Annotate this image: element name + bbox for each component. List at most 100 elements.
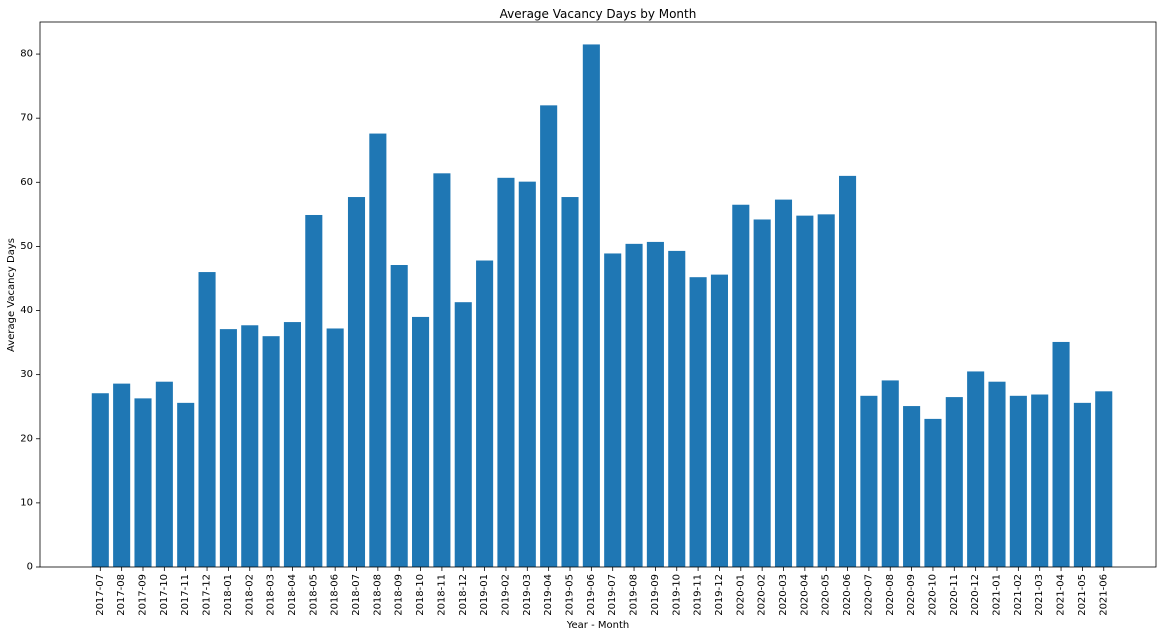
- bar-2018-01: [219, 329, 237, 567]
- bar-2019-09: [646, 241, 664, 568]
- y-tick-label: 60: [20, 177, 33, 188]
- x-tick-label: 2019-02: [500, 574, 511, 616]
- x-tick-label: 2018-12: [458, 574, 469, 616]
- x-tick-label: 2019-11: [693, 574, 704, 616]
- x-tick-label: 2019-12: [714, 574, 725, 616]
- bar-2020-02: [753, 219, 771, 568]
- bar-2020-03: [774, 199, 793, 568]
- bar-2017-10: [155, 381, 173, 567]
- x-tick-label: 2020-03: [778, 574, 789, 616]
- x-tick-label: 2019-05: [565, 574, 576, 616]
- y-tick-label: 70: [20, 113, 33, 124]
- x-tick-label: 2020-09: [906, 574, 917, 616]
- bar-2020-06: [839, 175, 857, 567]
- bar-2018-06: [326, 328, 344, 567]
- bar-2017-12: [198, 272, 216, 567]
- x-axis: 2017-07 2017-08 2017-09 2017-10 2017-11 2017-…: [95, 567, 1109, 616]
- bar-2019-06: [582, 44, 600, 567]
- x-tick-label: 2019-04: [543, 574, 554, 616]
- bar-2017-09: [134, 398, 152, 567]
- x-tick-label: 2020-11: [949, 574, 960, 616]
- x-tick-label: 2017-11: [180, 574, 191, 616]
- bar-2020-08: [881, 380, 899, 567]
- x-tick-label: 2021-03: [1034, 574, 1045, 616]
- x-tick-label: 2020-01: [735, 574, 746, 616]
- x-tick-label: 2021-01: [992, 574, 1003, 616]
- x-tick-label: 2018-02: [244, 574, 255, 616]
- bar-2019-03: [518, 181, 536, 567]
- bar-2018-05: [305, 214, 323, 568]
- bar-2019-05: [561, 197, 579, 568]
- y-tick-label: 0: [27, 562, 33, 573]
- bar-2020-07: [860, 395, 878, 567]
- x-tick-label: 2017-10: [159, 574, 170, 616]
- x-tick-label: 2018-03: [266, 574, 277, 616]
- bar-2020-11: [945, 397, 963, 567]
- bar-2019-08: [625, 243, 643, 567]
- bar-2020-10: [924, 418, 942, 567]
- bar-2018-02: [241, 325, 259, 567]
- bar-2020-01: [732, 204, 750, 568]
- x-tick-label: 2018-04: [287, 574, 298, 616]
- x-tick-label: 2021-04: [1056, 574, 1067, 616]
- y-tick-label: 10: [20, 497, 33, 508]
- x-tick-label: 2018-07: [351, 574, 362, 616]
- x-tick-label: 2018-01: [223, 574, 234, 616]
- x-tick-label: 2018-11: [436, 574, 447, 616]
- x-tick-label: 2020-12: [970, 574, 981, 616]
- x-tick-label: 2019-09: [650, 574, 661, 616]
- bar-2018-11: [433, 173, 451, 567]
- x-tick-label: 2018-05: [308, 574, 319, 616]
- bar-2019-10: [668, 250, 686, 567]
- bar-2017-07: [91, 393, 109, 567]
- x-tick-label: 2018-08: [372, 574, 383, 616]
- y-axis: 0 10 20 30 40 50 60 70 80: [20, 49, 40, 573]
- y-tick-label: 40: [20, 305, 33, 316]
- x-tick-label: 2017-08: [116, 574, 127, 616]
- x-tick-label: 2019-07: [607, 574, 618, 616]
- x-tick-label: 2019-10: [671, 574, 682, 616]
- bar-2019-12: [710, 274, 728, 567]
- bar-2019-01: [476, 260, 494, 567]
- bar-2020-12: [967, 371, 985, 567]
- bar-2018-07: [347, 197, 366, 568]
- x-tick-label: 2021-05: [1077, 574, 1088, 616]
- y-axis-label: Average Vacancy Days: [6, 238, 17, 352]
- bar-2017-08: [113, 383, 131, 567]
- x-tick-label: 2019-08: [629, 574, 640, 616]
- bar-2020-04: [796, 215, 814, 567]
- bar-2021-06: [1095, 391, 1113, 567]
- x-tick-label: 2017-07: [95, 574, 106, 616]
- x-tick-label: 2018-09: [394, 574, 405, 616]
- x-tick-label: 2017-09: [138, 574, 149, 616]
- bar-2018-03: [262, 336, 280, 567]
- bar-2019-11: [689, 277, 707, 567]
- y-tick-label: 50: [20, 241, 33, 252]
- x-tick-label: 2020-05: [821, 574, 832, 616]
- bar-2021-03: [1031, 394, 1049, 567]
- y-tick-label: 80: [20, 49, 33, 60]
- bar-2020-05: [817, 214, 835, 567]
- bar-2021-05: [1073, 402, 1091, 567]
- x-tick-label: 2019-06: [586, 574, 597, 616]
- x-tick-label: 2020-06: [842, 574, 853, 616]
- x-tick-label: 2021-02: [1013, 574, 1024, 616]
- bar-2021-02: [1009, 395, 1027, 567]
- x-tick-label: 2017-12: [202, 574, 213, 616]
- bar-2021-04: [1052, 341, 1070, 567]
- x-tick-label: 2020-02: [757, 574, 768, 616]
- bar-2017-11: [177, 402, 195, 567]
- bar-2018-08: [369, 133, 387, 567]
- bar-2018-10: [412, 316, 430, 567]
- x-tick-label: 2019-03: [522, 574, 533, 616]
- x-tick-label: 2020-10: [927, 574, 938, 616]
- x-tick-label: 2020-08: [885, 574, 896, 616]
- bar-2019-04: [540, 105, 558, 567]
- bar-2020-09: [903, 406, 921, 567]
- bar-2021-01: [988, 381, 1006, 567]
- x-tick-label: 2021-06: [1098, 574, 1109, 616]
- x-tick-label: 2018-06: [330, 574, 341, 616]
- bar-2019-07: [604, 253, 622, 567]
